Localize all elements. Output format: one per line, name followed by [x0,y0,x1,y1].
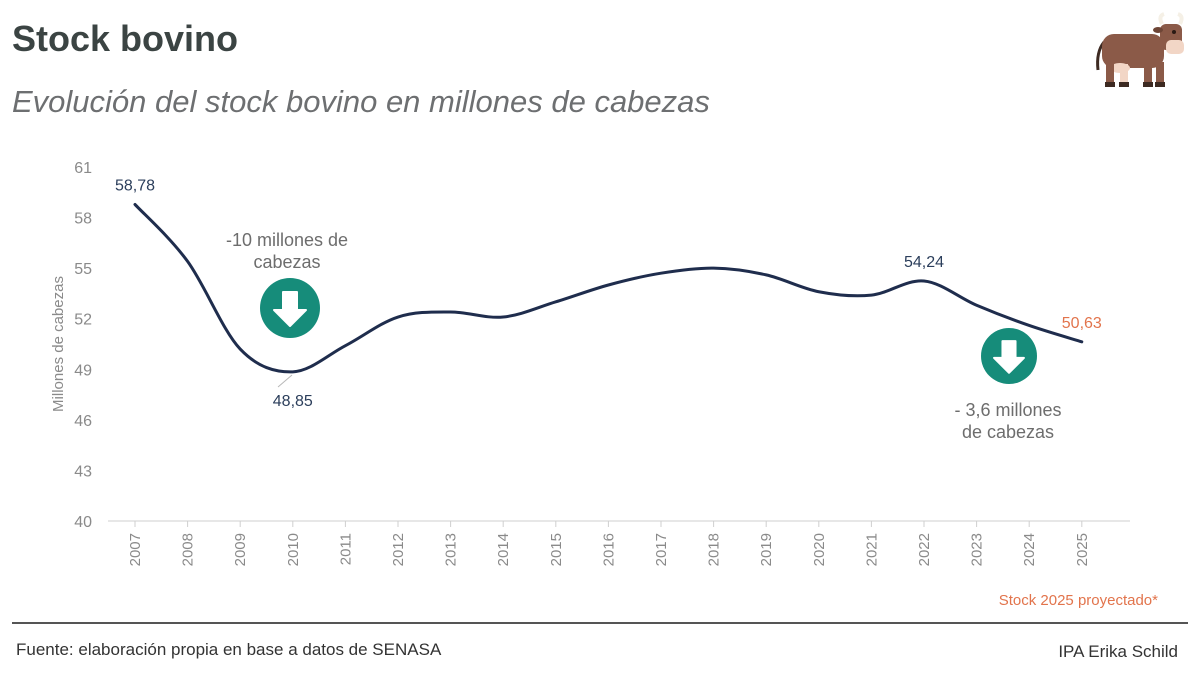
x-tick-label: 2018 [706,533,723,566]
author-credit: IPA Erika Schild [1058,642,1178,661]
x-tick-label: 2022 [916,533,933,566]
footer-divider [12,622,1188,624]
y-tick-label: 43 [74,463,92,480]
source-note: Fuente: elaboración propia en base a dat… [16,640,442,659]
x-tick-label: 2023 [969,533,986,566]
data-label: 54,24 [904,254,944,271]
x-tick-label: 2021 [863,533,880,566]
x-tick-label: 2015 [548,533,565,566]
x-tick-label: 2024 [1021,533,1038,566]
x-tick-label: 2013 [443,533,460,566]
data-label: 48,85 [273,393,313,410]
x-tick-label: 2017 [653,533,670,566]
label-connector [277,374,293,388]
x-tick-label: 2009 [232,533,249,566]
y-tick-label: 58 [74,211,92,228]
x-tick-label: 2016 [600,533,617,566]
annotation-text: -10 millones de [226,230,348,250]
annotation-text: cabezas [253,252,320,272]
annotation-text: de cabezas [962,422,1054,442]
x-tick-label: 2025 [1074,533,1091,566]
series-line [133,202,1084,374]
data-label: 50,63 [1062,315,1102,332]
cow-icon [1096,12,1184,87]
page-subtitle: Evolución del stock bovino en millones d… [12,84,710,119]
x-tick-label: 2020 [811,533,828,566]
line-chart: 40 43 46 49 52 55 58 61 Millones de cabezas 2007 2… [50,160,1130,566]
x-tick-label: 2008 [180,533,197,566]
data-label: 58,78 [115,177,155,194]
x-tick-label: 2007 [127,533,144,566]
projection-note: Stock 2025 proyectado* [998,592,1158,609]
arrow-down-glyph [273,291,307,327]
y-tick-label: 46 [74,413,92,430]
y-tick-label: 49 [74,362,92,379]
annotation-text: - 3,6 millones [954,400,1061,420]
arrow-down-glyph [993,340,1025,374]
x-tick-label: 2011 [337,533,354,565]
page-title: Stock bovino [12,18,239,59]
y-tick-label: 61 [74,160,92,177]
y-tick-label: 40 [74,514,92,531]
y-tick-label: 52 [74,312,92,329]
x-tick-label: 2012 [390,533,407,566]
x-tick-label: 2014 [495,533,512,566]
x-tick-label: 2019 [758,533,775,566]
y-tick-label: 55 [74,261,92,278]
y-axis-label: Millones de cabezas [50,276,67,412]
x-tick-label: 2010 [285,533,302,566]
